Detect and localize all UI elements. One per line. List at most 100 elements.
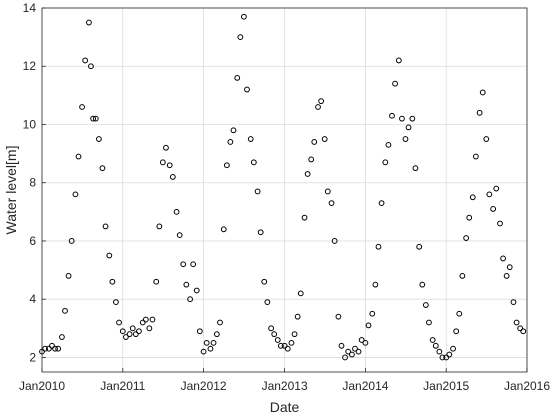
data-point [250, 159, 257, 166]
data-point [446, 351, 453, 358]
data-point [173, 208, 180, 215]
data-point [176, 232, 183, 239]
y-tick-label: 14 [23, 1, 37, 15]
x-tick-label: Jan2016 [504, 379, 550, 393]
data-point [72, 191, 79, 198]
data-point [52, 345, 58, 352]
data-point [99, 165, 106, 172]
data-point [55, 345, 62, 352]
data-point [439, 354, 446, 361]
data-point [315, 104, 321, 110]
data-point [169, 173, 176, 180]
y-tick-label: 2 [29, 350, 36, 364]
data-point [469, 194, 476, 201]
data-point [378, 200, 385, 207]
data-point [62, 307, 68, 314]
data-point [190, 261, 197, 268]
data-point [166, 162, 173, 169]
data-point [95, 136, 102, 142]
data-point [345, 348, 352, 355]
data-point [75, 153, 82, 160]
data-point [497, 220, 503, 227]
data-point [301, 214, 308, 221]
data-point [422, 302, 429, 308]
data-point [355, 348, 362, 355]
y-tick-label: 12 [23, 59, 37, 73]
x-tick-label: Jan2012 [181, 379, 227, 393]
x-tick-label: Jan2010 [19, 379, 65, 393]
data-point [419, 281, 426, 288]
data-point [213, 331, 220, 338]
data-point [385, 141, 392, 148]
data-point [294, 313, 301, 320]
data-point [129, 325, 136, 332]
data-point [506, 264, 513, 271]
data-point [159, 159, 166, 166]
data-point [331, 238, 338, 244]
data-point [297, 290, 304, 297]
data-point [142, 316, 149, 323]
data-point [476, 109, 483, 116]
data-point [456, 310, 463, 317]
data-point [429, 337, 436, 343]
data-point [180, 261, 187, 268]
y-tick-label: 4 [29, 292, 36, 306]
data-point [463, 235, 470, 241]
data-point [338, 342, 345, 349]
data-point [264, 299, 271, 306]
data-point [88, 63, 94, 70]
data-point [369, 310, 376, 317]
data-point [139, 319, 146, 326]
data-point [113, 299, 119, 306]
data-point [328, 200, 335, 207]
data-point [126, 331, 133, 338]
data-point [304, 171, 311, 177]
data-point [382, 159, 389, 166]
data-point [513, 319, 520, 326]
x-tick-label: Jan2015 [423, 379, 469, 393]
data-point [436, 348, 443, 355]
data-point [395, 57, 402, 64]
data-point [409, 115, 416, 122]
data-point [247, 136, 254, 142]
data-point [153, 278, 160, 285]
x-tick-label: Jan2014 [342, 379, 388, 393]
data-point [472, 153, 479, 160]
data-point [90, 115, 97, 122]
data-point [68, 238, 75, 244]
data-point [311, 139, 318, 145]
data-point [65, 273, 72, 279]
data-point [453, 328, 460, 335]
data-point [362, 339, 369, 346]
data-point [254, 188, 261, 195]
x-axis-title: Date [270, 399, 300, 415]
data-point [163, 144, 169, 151]
x-tick-label: Jan2011 [100, 379, 145, 393]
data-point [503, 273, 510, 279]
data-point [200, 348, 207, 355]
data-point [365, 322, 372, 329]
data-point [227, 139, 234, 145]
data-point [479, 89, 486, 96]
data-point [517, 325, 524, 332]
y-tick-label: 6 [29, 234, 36, 248]
data-point [405, 124, 412, 131]
data-point [132, 331, 139, 338]
data-point [274, 337, 281, 343]
data-point [416, 243, 423, 250]
data-point [281, 342, 288, 349]
data-point [149, 316, 156, 323]
data-point [223, 162, 230, 169]
data-point [291, 331, 298, 338]
data-point [426, 319, 432, 326]
data-point [466, 214, 473, 221]
data-point [500, 255, 506, 262]
data-point [510, 299, 517, 306]
data-point [116, 319, 122, 326]
data-point [79, 104, 85, 110]
data-point [257, 229, 264, 236]
x-tick-label: Jan2013 [262, 379, 308, 393]
data-point [358, 337, 365, 343]
data-point [432, 342, 439, 349]
y-tick-label: 8 [29, 176, 36, 190]
